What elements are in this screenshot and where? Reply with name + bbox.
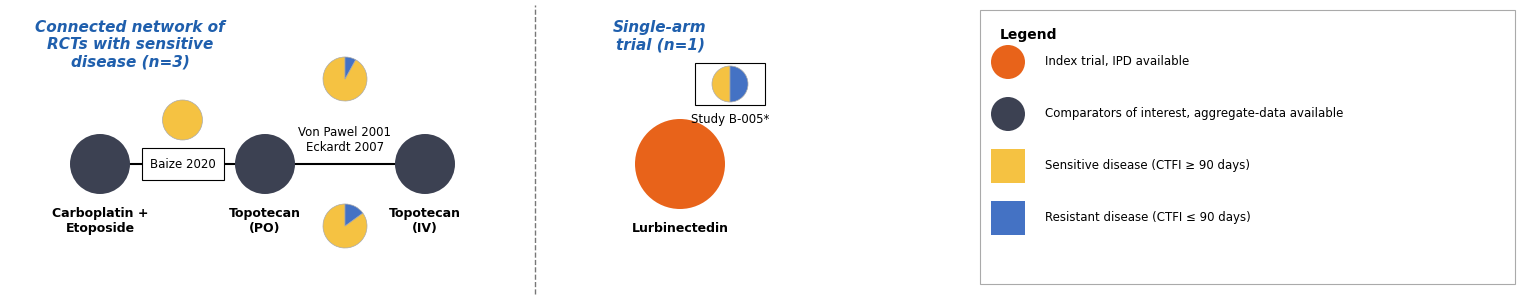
Text: Topotecan
(PO): Topotecan (PO) xyxy=(230,207,301,235)
Text: Baize 2020: Baize 2020 xyxy=(150,158,216,170)
Text: Comparators of interest, aggregate-data available: Comparators of interest, aggregate-data … xyxy=(1045,108,1343,120)
Wedge shape xyxy=(711,66,730,102)
Bar xyxy=(991,201,1025,235)
Wedge shape xyxy=(344,204,363,226)
FancyBboxPatch shape xyxy=(141,148,223,180)
Wedge shape xyxy=(323,57,367,101)
Text: Index trial, IPD available: Index trial, IPD available xyxy=(1045,56,1189,68)
Text: Connected network of
RCTs with sensitive
disease (n=3): Connected network of RCTs with sensitive… xyxy=(35,20,225,70)
Text: Single-arm
trial (n=1): Single-arm trial (n=1) xyxy=(614,20,707,52)
Bar xyxy=(991,149,1025,183)
Text: Carboplatin +
Etoposide: Carboplatin + Etoposide xyxy=(52,207,148,235)
Circle shape xyxy=(991,97,1025,131)
Text: Resistant disease (CTFI ≤ 90 days): Resistant disease (CTFI ≤ 90 days) xyxy=(1045,211,1250,225)
Wedge shape xyxy=(162,100,202,140)
Text: Lurbinectedin: Lurbinectedin xyxy=(632,222,728,235)
Wedge shape xyxy=(323,204,367,248)
FancyBboxPatch shape xyxy=(981,10,1515,284)
Text: Topotecan
(IV): Topotecan (IV) xyxy=(389,207,461,235)
Circle shape xyxy=(635,119,725,209)
Text: Sensitive disease (CTFI ≥ 90 days): Sensitive disease (CTFI ≥ 90 days) xyxy=(1045,159,1250,173)
Circle shape xyxy=(70,134,130,194)
Wedge shape xyxy=(344,57,355,79)
Wedge shape xyxy=(730,66,748,102)
Text: Legend: Legend xyxy=(1001,28,1057,42)
Text: Von Pawel 2001
Eckardt 2007: Von Pawel 2001 Eckardt 2007 xyxy=(298,126,392,154)
Circle shape xyxy=(236,134,295,194)
Circle shape xyxy=(395,134,454,194)
Text: Study B-005*: Study B-005* xyxy=(692,113,770,126)
FancyBboxPatch shape xyxy=(695,63,765,105)
Circle shape xyxy=(991,45,1025,79)
